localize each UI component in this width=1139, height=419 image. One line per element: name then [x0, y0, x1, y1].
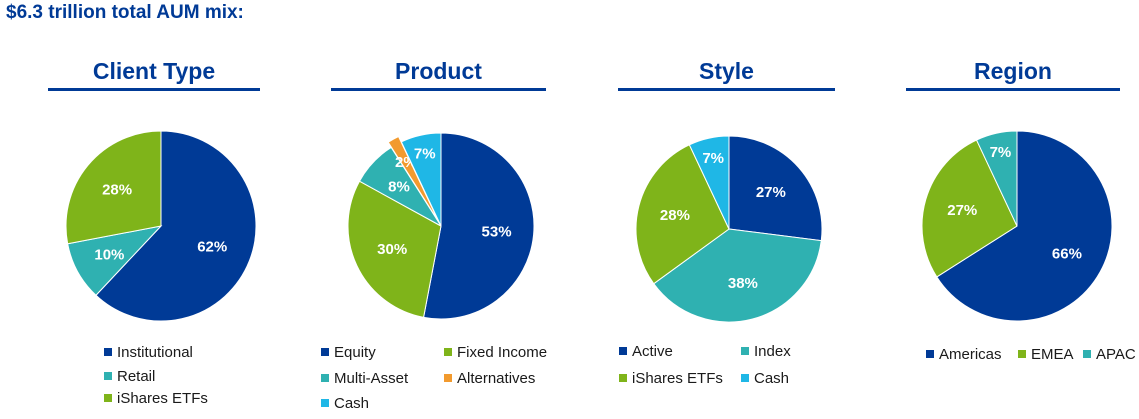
- legend-label: Index: [754, 343, 791, 360]
- chart-title-0: Client Type: [92, 58, 216, 84]
- chart-title-underline: [331, 88, 546, 91]
- legend-item: iShares ETFs: [104, 390, 208, 408]
- chart-title-underline: [618, 88, 835, 91]
- slice-value-label: 38%: [728, 275, 758, 292]
- legend-label: Cash: [334, 395, 370, 412]
- legend-item: EMEA: [1018, 346, 1074, 364]
- legend-swatch: [104, 372, 112, 380]
- legend-label: iShares ETFs: [117, 390, 208, 407]
- legend-item: iShares ETFs: [619, 370, 723, 388]
- slice-value-label: 62%: [197, 238, 227, 255]
- chart-title-3: Region: [974, 58, 1052, 84]
- slice-value-label: 27%: [947, 202, 977, 219]
- legend-label: Americas: [939, 346, 1002, 363]
- legend-item: Active: [619, 343, 673, 361]
- slice-value-label: 53%: [482, 223, 512, 240]
- pie-slice-cash: [688, 135, 730, 230]
- legend-label: EMEA: [1031, 346, 1074, 363]
- chart-title-underline: [906, 88, 1120, 91]
- chart-title-1: Product: [395, 58, 482, 84]
- legend-item: Fixed Income: [444, 344, 547, 362]
- legend-item: Alternatives: [444, 370, 535, 388]
- pie-chart-3: 66% 27% 7%: [921, 130, 1113, 322]
- slice-value-label: 66%: [1052, 245, 1082, 262]
- legend-swatch: [741, 347, 749, 355]
- pie-slice-equity: [422, 132, 535, 320]
- slice-value-label: 30%: [377, 241, 407, 258]
- page-title: $6.3 trillion total AUM mix:: [6, 2, 244, 23]
- legend-item: Americas: [926, 346, 1002, 364]
- legend-label: Multi-Asset: [334, 370, 409, 387]
- slice-value-label: 8%: [388, 179, 410, 196]
- slice-value-label: 28%: [660, 207, 690, 224]
- legend-swatch: [104, 348, 112, 356]
- legend-label: Fixed Income: [457, 344, 548, 361]
- legend-swatch: [444, 348, 452, 356]
- legend-swatch: [741, 374, 749, 382]
- legend-label: Institutional: [117, 344, 193, 361]
- legend-swatch: [1018, 350, 1026, 358]
- slice-value-label: 28%: [102, 182, 132, 199]
- slice-value-label: 10%: [94, 246, 124, 263]
- legend-swatch: [321, 374, 329, 382]
- legend-item: Retail: [104, 368, 155, 386]
- legend-swatch: [926, 350, 934, 358]
- slice-value-label: 7%: [702, 150, 724, 167]
- pie-slice-alternatives: [387, 135, 439, 222]
- legend-swatch: [1083, 350, 1091, 358]
- pie-slice-ishares-etfs: [65, 130, 162, 245]
- legend-label: APAC: [1096, 346, 1136, 363]
- pie-slice-apac: [975, 130, 1018, 227]
- slice-value-label: 7%: [414, 145, 436, 162]
- legend-label: Alternatives: [457, 370, 536, 387]
- legend-item: Cash: [321, 395, 369, 413]
- legend-label: Active: [632, 343, 673, 360]
- pie-slice-fixed-income: [347, 180, 442, 318]
- chart-title-underline: [48, 88, 260, 91]
- chart-title-2: Style: [699, 58, 754, 84]
- legend-label: Cash: [754, 370, 790, 387]
- pie-slice-index: [653, 228, 822, 323]
- legend-label: Retail: [117, 368, 156, 385]
- pie-chart-0: 62% 10% 28%: [65, 130, 257, 322]
- pie-slice-americas: [936, 130, 1113, 322]
- legend-item: Equity: [321, 344, 376, 362]
- pie-slice-active: [728, 135, 823, 242]
- legend-swatch: [619, 347, 627, 355]
- legend-swatch: [104, 394, 112, 402]
- legend-label: iShares ETFs: [632, 370, 723, 387]
- slice-value-label: 7%: [990, 144, 1012, 161]
- legend-item: Multi-Asset: [321, 370, 408, 388]
- legend-item: Cash: [741, 370, 789, 388]
- legend-swatch: [619, 374, 627, 382]
- legend-swatch: [321, 399, 329, 407]
- slice-value-label: 27%: [756, 184, 786, 201]
- pie-slice-institutional: [95, 130, 257, 322]
- legend-item: Institutional: [104, 344, 193, 362]
- legend-item: APAC: [1083, 346, 1136, 364]
- legend-swatch: [444, 374, 452, 382]
- legend-item: Index: [741, 343, 791, 361]
- pie-slice-cash: [400, 132, 442, 227]
- pie-chart-2: 27% 38% 28% 7%: [635, 135, 823, 323]
- legend-swatch: [321, 348, 329, 356]
- pie-slice-ishares-etfs: [635, 144, 730, 285]
- legend-label: Equity: [334, 344, 376, 361]
- pie-slice-emea: [921, 139, 1018, 278]
- pie-chart-1: 53%30%8%2%7%: [347, 132, 535, 320]
